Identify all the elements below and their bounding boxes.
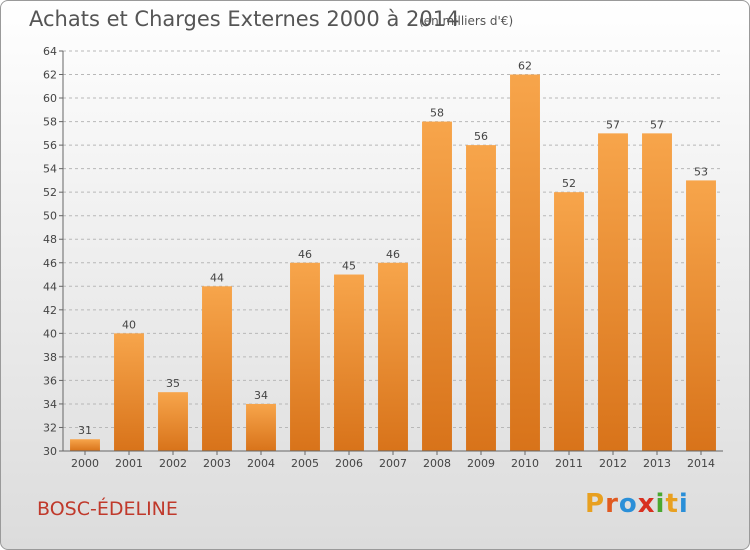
chart-subtitle: (en milliers d'€) <box>419 14 514 28</box>
x-tick-label: 2014 <box>687 457 715 470</box>
bars: 31 40 35 44 34 46 45 46 58 56 62 52 57 57 53 <box>70 60 716 452</box>
x-tick-label: 2008 <box>423 457 451 470</box>
data-label: 31 <box>78 424 92 437</box>
x-tick-label: 2009 <box>467 457 495 470</box>
data-label: 34 <box>254 389 268 402</box>
x-tick-label: 2000 <box>71 457 99 470</box>
data-label: 44 <box>210 271 224 284</box>
y-tick-label: 40 <box>43 327 57 340</box>
commune-name: BOSC-ÉDELINE <box>37 498 178 520</box>
brand-letter: x <box>637 489 656 519</box>
bar <box>334 274 364 451</box>
y-tick-label: 48 <box>43 233 57 246</box>
x-tick-label: 2011 <box>555 457 583 470</box>
data-label: 62 <box>518 60 532 73</box>
data-label: 46 <box>386 248 400 261</box>
x-tick-label: 2005 <box>291 457 319 470</box>
y-tick-label: 60 <box>43 92 57 105</box>
y-tick-label: 52 <box>43 186 57 199</box>
bar <box>554 192 584 452</box>
x-tick-label: 2003 <box>203 457 231 470</box>
y-tick-label: 64 <box>43 45 57 58</box>
data-label: 57 <box>650 118 664 131</box>
brand-letter: t <box>665 489 679 519</box>
y-tick-label: 32 <box>43 421 57 434</box>
brand-letter: P <box>585 489 606 519</box>
x-tick-label: 2012 <box>599 457 627 470</box>
data-label: 52 <box>562 177 576 190</box>
x-tick-label: 2001 <box>115 457 143 470</box>
axes: 30 32 34 36 38 40 42 44 46 48 50 52 54 56 58 60 62 64 2000… <box>43 45 723 470</box>
data-label: 58 <box>430 107 444 120</box>
x-tick-label: 2002 <box>159 457 187 470</box>
brand-letter: o <box>618 489 638 519</box>
bar <box>422 121 452 452</box>
y-tick-label: 56 <box>43 139 57 152</box>
y-tick-label: 34 <box>43 398 57 411</box>
chart-title: Achats et Charges Externes 2000 à 2014 <box>29 7 460 31</box>
brand-letter: i <box>678 489 689 519</box>
y-tick-label: 36 <box>43 374 57 387</box>
y-tick-label: 62 <box>43 69 57 82</box>
y-tick-label: 44 <box>43 280 57 293</box>
data-label: 35 <box>166 377 180 390</box>
y-tick-label: 58 <box>43 116 57 129</box>
y-tick-label: 46 <box>43 257 57 270</box>
y-tick-label: 38 <box>43 351 57 364</box>
x-tick-label: 2013 <box>643 457 671 470</box>
brand-letter: i <box>655 489 666 519</box>
bar <box>290 262 320 451</box>
bar <box>114 333 144 451</box>
data-label: 40 <box>122 318 136 331</box>
data-label: 46 <box>298 248 312 261</box>
x-tick-label: 2007 <box>379 457 407 470</box>
bar <box>642 133 672 451</box>
data-label: 57 <box>606 118 620 131</box>
bar <box>378 262 408 451</box>
y-tick-label: 30 <box>43 445 57 458</box>
x-tick-label: 2010 <box>511 457 539 470</box>
x-tick-label: 2006 <box>335 457 363 470</box>
data-label: 45 <box>342 260 356 273</box>
bar <box>246 403 276 451</box>
x-tick-label: 2004 <box>247 457 275 470</box>
y-tick-label: 54 <box>43 163 57 176</box>
y-tick-label: 42 <box>43 304 57 317</box>
bar <box>598 133 628 451</box>
y-tick-label: 50 <box>43 210 57 223</box>
bar <box>686 180 716 452</box>
bar <box>510 74 540 451</box>
data-label: 53 <box>694 165 708 178</box>
bar <box>70 439 100 451</box>
bar <box>202 286 232 451</box>
bar <box>158 392 188 451</box>
data-label: 56 <box>474 130 488 143</box>
bar <box>466 145 496 451</box>
proxiti-logo[interactable]: Proxiti <box>585 489 689 519</box>
brand-letter: r <box>605 489 619 519</box>
